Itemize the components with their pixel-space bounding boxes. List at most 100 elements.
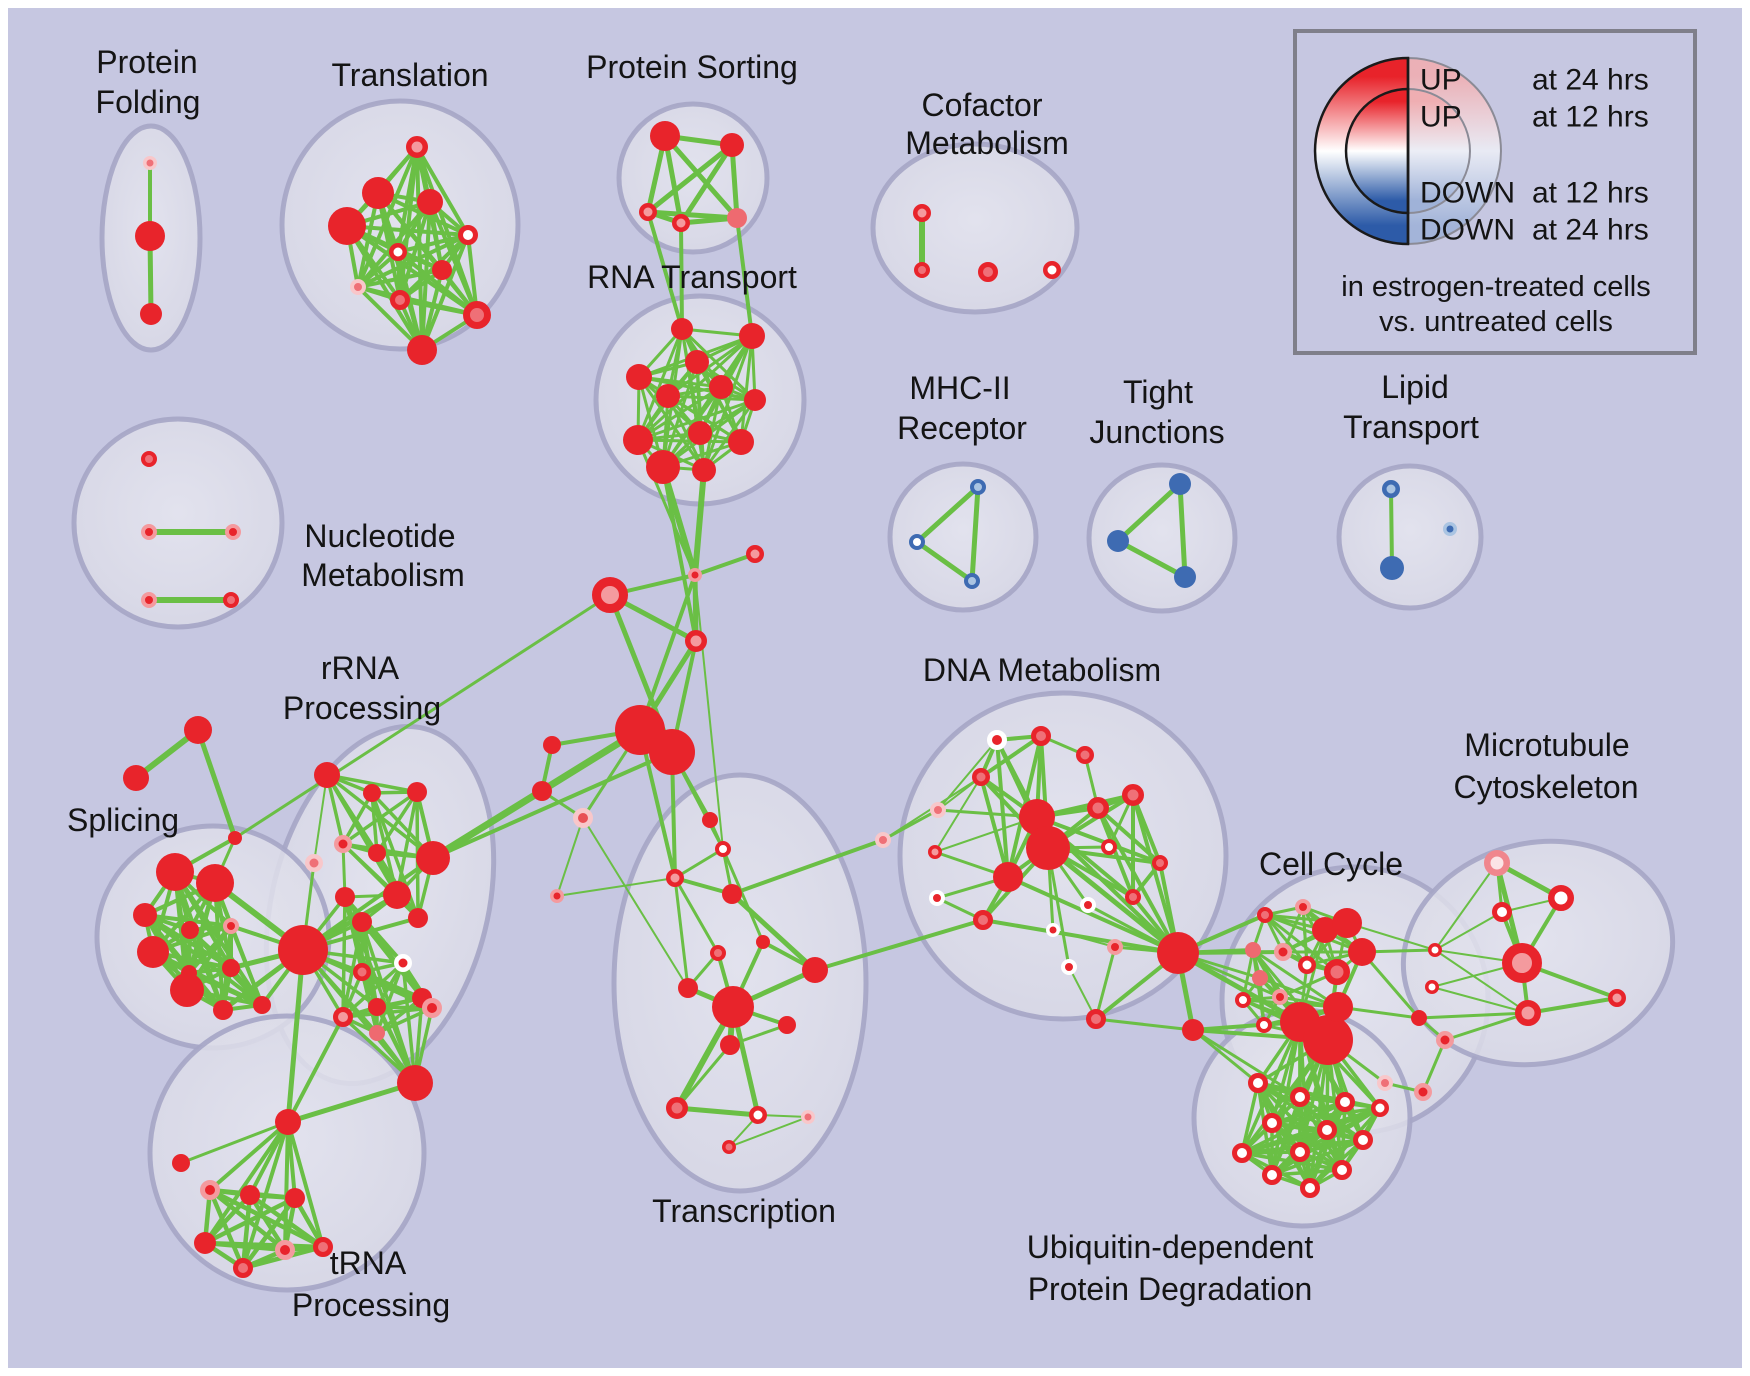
network-edge: [636, 398, 757, 442]
node-nucleotide-metabolism: [223, 592, 239, 608]
node-connector: [592, 577, 628, 613]
network-edge: [240, 1192, 253, 1271]
node-microtubule-cytoskeleton: [1436, 1031, 1454, 1049]
node-cell-cycle: [1256, 1017, 1272, 1033]
network-edge: [203, 1120, 290, 1245]
node-nucleotide-metabolism: [141, 592, 157, 608]
network-edge: [1094, 1017, 1195, 1032]
node-transcription: [678, 978, 698, 998]
node-splicing: [253, 996, 271, 1014]
node-ubiquitin-degradation: [1300, 1178, 1320, 1198]
node-mhc-ii-receptor: [909, 534, 925, 550]
node-ubiquitin-degradation: [1262, 1165, 1282, 1185]
node-translation: [417, 189, 443, 215]
module-label: Ubiquitin-dependent: [1027, 1229, 1314, 1265]
network-edge: [356, 268, 444, 289]
node-splicing: [137, 936, 169, 968]
node-cell-cycle: [1298, 956, 1316, 974]
network-edge: [1526, 996, 1619, 1015]
node-trna-processing: [172, 1154, 190, 1172]
module-bubble-translation: [279, 98, 521, 352]
node-cofactor-metabolism: [913, 204, 931, 222]
node-translation: [406, 136, 428, 158]
module-label: Transcription: [652, 1193, 836, 1229]
node-splicing: [156, 853, 194, 891]
node-splicing: [133, 903, 157, 927]
module-bubble-transcription: [611, 772, 869, 1194]
legend-time-label: at 24 hrs: [1532, 214, 1649, 247]
module-label: Receptor: [897, 410, 1027, 446]
node-lipid-transport: [1443, 522, 1457, 536]
node-microtubule-cytoskeleton: [1377, 1075, 1393, 1091]
network-edge: [728, 1023, 789, 1047]
network-edge: [143, 913, 233, 928]
network-edge: [636, 385, 723, 442]
node-translation: [407, 335, 437, 365]
node-transcription: [720, 1035, 740, 1055]
legend: UP at 24 hrs UP at 12 hrs DOWN at 12 hrs DOWN a…: [1293, 29, 1697, 355]
module-label: MHC-II: [909, 370, 1010, 406]
node-trna-processing: [275, 1240, 295, 1260]
node-translation: [328, 207, 366, 245]
network-edge: [1434, 949, 1529, 1014]
network-edge: [678, 142, 735, 226]
node-rna-transport: [626, 364, 652, 390]
node-dna-metabolism: [1152, 855, 1168, 871]
node-transcription: [710, 945, 726, 961]
node-microtubule-cytoskeleton: [1548, 885, 1574, 911]
node-translation: [390, 290, 410, 310]
network-edge: [680, 327, 757, 402]
node-tight-junctions: [1107, 530, 1129, 552]
network-edge: [730, 838, 885, 896]
node-trna-processing: [313, 1237, 333, 1257]
network-edge: [285, 947, 306, 1125]
module-label: Processing: [292, 1287, 450, 1323]
network-edge: [645, 142, 735, 215]
network-edge: [283, 1120, 290, 1252]
node-rrna-processing: [368, 998, 386, 1016]
network-edge: [692, 467, 707, 578]
node-rna-transport: [671, 318, 693, 340]
network-edge: [356, 233, 470, 289]
node-ubiquitin-degradation: [1290, 1087, 1310, 1107]
module-bubble-mhc-ii-receptor: [887, 461, 1039, 613]
network-edge: [638, 728, 677, 880]
node-central-hub: [543, 736, 561, 754]
node-ubiquitin-degradation: [1248, 1073, 1268, 1093]
module-label: Folding: [96, 84, 201, 120]
network-edge: [1251, 948, 1340, 1009]
network-edge: [1096, 806, 1135, 899]
network-edge: [556, 877, 676, 897]
node-trna-processing: [233, 1258, 253, 1278]
node-microtubule-cytoskeleton: [1492, 902, 1512, 922]
network-edge: [813, 918, 985, 972]
node-ubiquitin-degradation: [1232, 1143, 1252, 1163]
node-rrna-processing: [397, 1065, 433, 1101]
node-dna-metabolism: [972, 768, 990, 786]
node-ubiquitin-degradation: [1332, 1160, 1352, 1180]
network-edge: [1035, 815, 1162, 865]
legend-glyph-right-half: [1407, 87, 1471, 215]
node-trna-processing: [240, 1185, 260, 1205]
network-edge: [375, 790, 419, 855]
network-edge: [1308, 1106, 1382, 1190]
network-edge: [981, 918, 1180, 955]
node-central-hub: [573, 808, 593, 828]
node-central-hub: [649, 729, 695, 775]
node-dna-metabolism: [930, 802, 946, 818]
network-edge: [1443, 1011, 1530, 1042]
node-cell-cycle: [1323, 992, 1353, 1022]
network-edge: [202, 1195, 298, 1246]
network-edge: [1431, 986, 1529, 1014]
network-edge: [914, 484, 981, 545]
node-dna-metabolism: [1076, 746, 1094, 764]
node-cell-cycle: [1332, 908, 1362, 938]
network-edge: [637, 375, 757, 402]
node-nucleotide-metabolism: [225, 524, 241, 540]
node-cell-cycle: [1312, 917, 1338, 943]
node-splicing-triangle: [184, 716, 212, 744]
node-transcription: [756, 935, 770, 949]
network-edge: [1421, 1038, 1447, 1094]
network-edge: [241, 1120, 290, 1270]
